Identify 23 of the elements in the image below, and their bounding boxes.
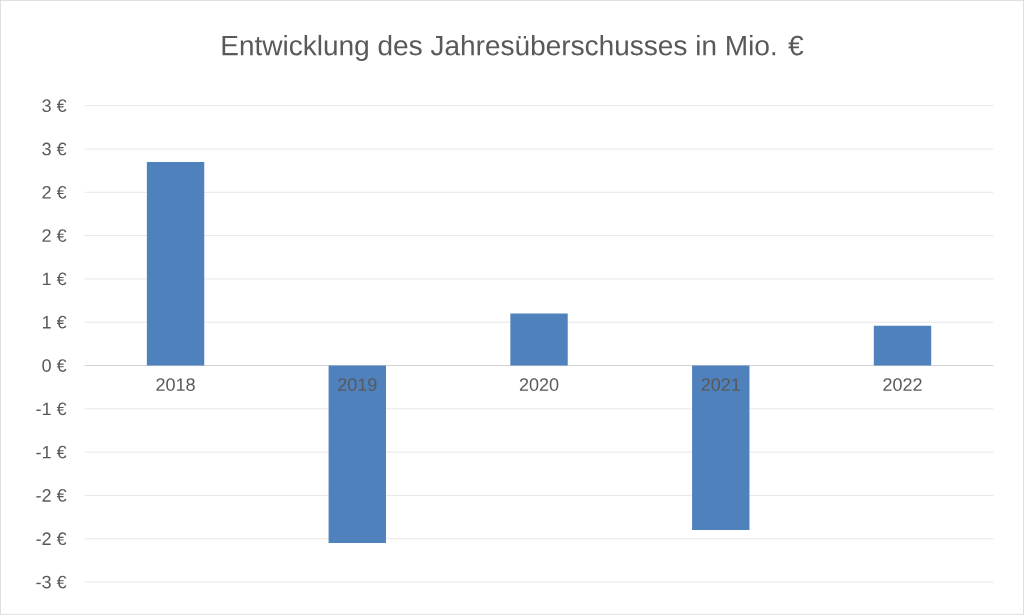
y-tick-label: -3 € (36, 575, 67, 589)
y-tick-label: 2 € (42, 186, 67, 199)
y-tick-label: 0 € (42, 359, 67, 373)
bar (328, 365, 386, 544)
y-tick-label: -1 € (36, 402, 67, 416)
x-tick-label: 2020 (519, 378, 559, 392)
bar (510, 313, 568, 366)
y-tick-label: -2 € (36, 532, 67, 546)
x-tick-label: 2021 (701, 378, 740, 392)
x-tick-label: 2019 (338, 378, 377, 392)
y-tick-label: 1 € (42, 315, 67, 329)
chart-title: Entwicklung des Jahresüberschusses in Mio. € (222, 35, 804, 62)
bar (146, 162, 205, 366)
x-tick-label: 2022 (883, 378, 922, 392)
y-tick-label: 1 € (42, 272, 67, 286)
x-tick-label: 2018 (156, 378, 195, 392)
y-tick-label: -2 € (36, 489, 67, 502)
y-tick-label: 3 € (42, 142, 67, 156)
bar (692, 365, 750, 531)
y-tick-label: 3 € (42, 99, 67, 113)
y-tick-label: -1 € (36, 445, 67, 459)
bar (873, 325, 932, 366)
y-tick-label: 2 € (42, 229, 67, 243)
